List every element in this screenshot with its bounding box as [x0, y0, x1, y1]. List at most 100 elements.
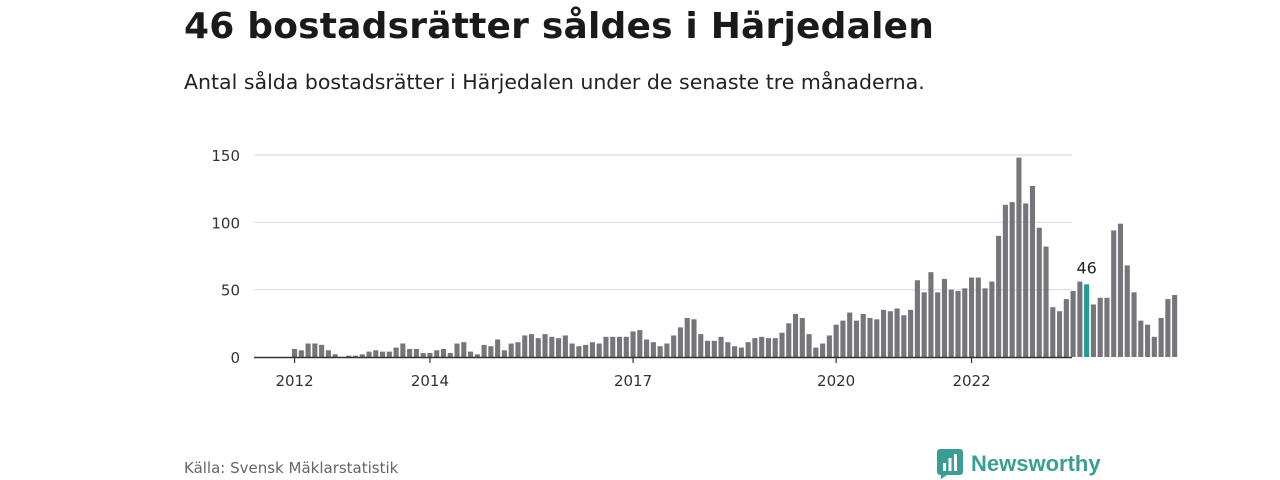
bar: [698, 334, 704, 357]
bar: [969, 277, 975, 357]
brand-logo: Newsworthy: [937, 449, 1101, 479]
bar: [745, 342, 751, 357]
bar: [880, 309, 887, 357]
bar: [603, 336, 609, 357]
bar: [359, 354, 365, 357]
bar: [1145, 324, 1151, 357]
bar: [955, 291, 961, 357]
bar: [386, 351, 392, 357]
bar: [996, 235, 1002, 357]
bar: [847, 312, 853, 357]
bar: [556, 338, 562, 357]
page-subtitle: Antal sålda bostadsrätter i Härjedalen u…: [184, 70, 925, 94]
bar: [853, 320, 860, 357]
bar: [616, 336, 623, 357]
x-tick-label: 2022: [952, 372, 990, 390]
bar: [813, 347, 819, 357]
bar: [792, 313, 799, 357]
bar: [1036, 227, 1042, 357]
bar: [400, 343, 406, 357]
bar: [935, 292, 941, 357]
bar: [569, 343, 575, 357]
bar: [806, 334, 812, 357]
bar: [941, 278, 948, 357]
bar: [962, 288, 968, 357]
bar: [440, 348, 447, 357]
bar: [657, 346, 663, 357]
x-tick-label: 2017: [614, 372, 652, 390]
bar: [786, 323, 792, 357]
bar: [644, 339, 650, 357]
bar: [1111, 230, 1117, 357]
bar: [711, 340, 717, 357]
bar: [481, 344, 487, 357]
bar: [826, 335, 832, 357]
bar: [1043, 246, 1049, 357]
bar: [413, 348, 419, 357]
bar: [677, 327, 683, 357]
bar: [1117, 223, 1124, 357]
bar: [630, 331, 636, 357]
bar: [528, 334, 535, 357]
bar: [928, 272, 934, 357]
bar: [1151, 336, 1157, 357]
bar: [454, 343, 460, 357]
bar: [1084, 284, 1090, 357]
bar: [684, 317, 690, 357]
x-tick-label: 2020: [817, 372, 855, 390]
bar: [325, 350, 331, 357]
y-tick-label: 150: [211, 147, 240, 165]
bar: [921, 292, 927, 357]
bar: [1158, 317, 1164, 357]
bar: [650, 342, 656, 357]
bar: [522, 335, 528, 357]
bar: [948, 289, 954, 357]
bar: [1057, 311, 1063, 357]
data-label: 46: [1076, 258, 1096, 277]
bar: [589, 342, 595, 357]
bar: [305, 343, 311, 357]
bar: [732, 346, 738, 357]
bar: [738, 347, 744, 357]
bar: [1104, 297, 1110, 357]
bar: [515, 342, 521, 357]
bar: [718, 336, 724, 357]
bar: [508, 343, 514, 357]
bar: [292, 348, 298, 357]
bar: [434, 350, 440, 357]
x-tick-labels: 2012 2014 2017 2020 2022: [275, 357, 991, 390]
bar: [908, 309, 914, 357]
bar: [610, 336, 616, 357]
bar: [752, 338, 758, 357]
bar: [474, 354, 480, 357]
bar: [691, 319, 697, 357]
bar: [1009, 202, 1015, 357]
bar: [407, 348, 413, 357]
bar: [380, 351, 386, 357]
bar: [1124, 265, 1130, 357]
bar: [623, 336, 629, 357]
bar: [468, 351, 474, 357]
bar: [312, 343, 318, 357]
bar: [447, 352, 453, 357]
bar: [1063, 299, 1069, 357]
bar: [887, 311, 893, 357]
bar: [833, 324, 839, 357]
bar: [1165, 299, 1171, 357]
bar: [352, 355, 359, 357]
bar: [779, 332, 785, 357]
bar: [1016, 157, 1022, 357]
y-tick-label: 0: [230, 349, 240, 367]
bar: [901, 315, 907, 357]
bar: [596, 343, 602, 357]
bar: [799, 317, 805, 357]
bar: [874, 319, 880, 357]
bar: [982, 288, 988, 357]
bar: [1097, 297, 1103, 357]
bar: [867, 317, 873, 357]
bar: [298, 350, 304, 357]
bar: [488, 346, 494, 357]
bar: [894, 308, 900, 357]
data-labels: 46: [1076, 258, 1096, 277]
